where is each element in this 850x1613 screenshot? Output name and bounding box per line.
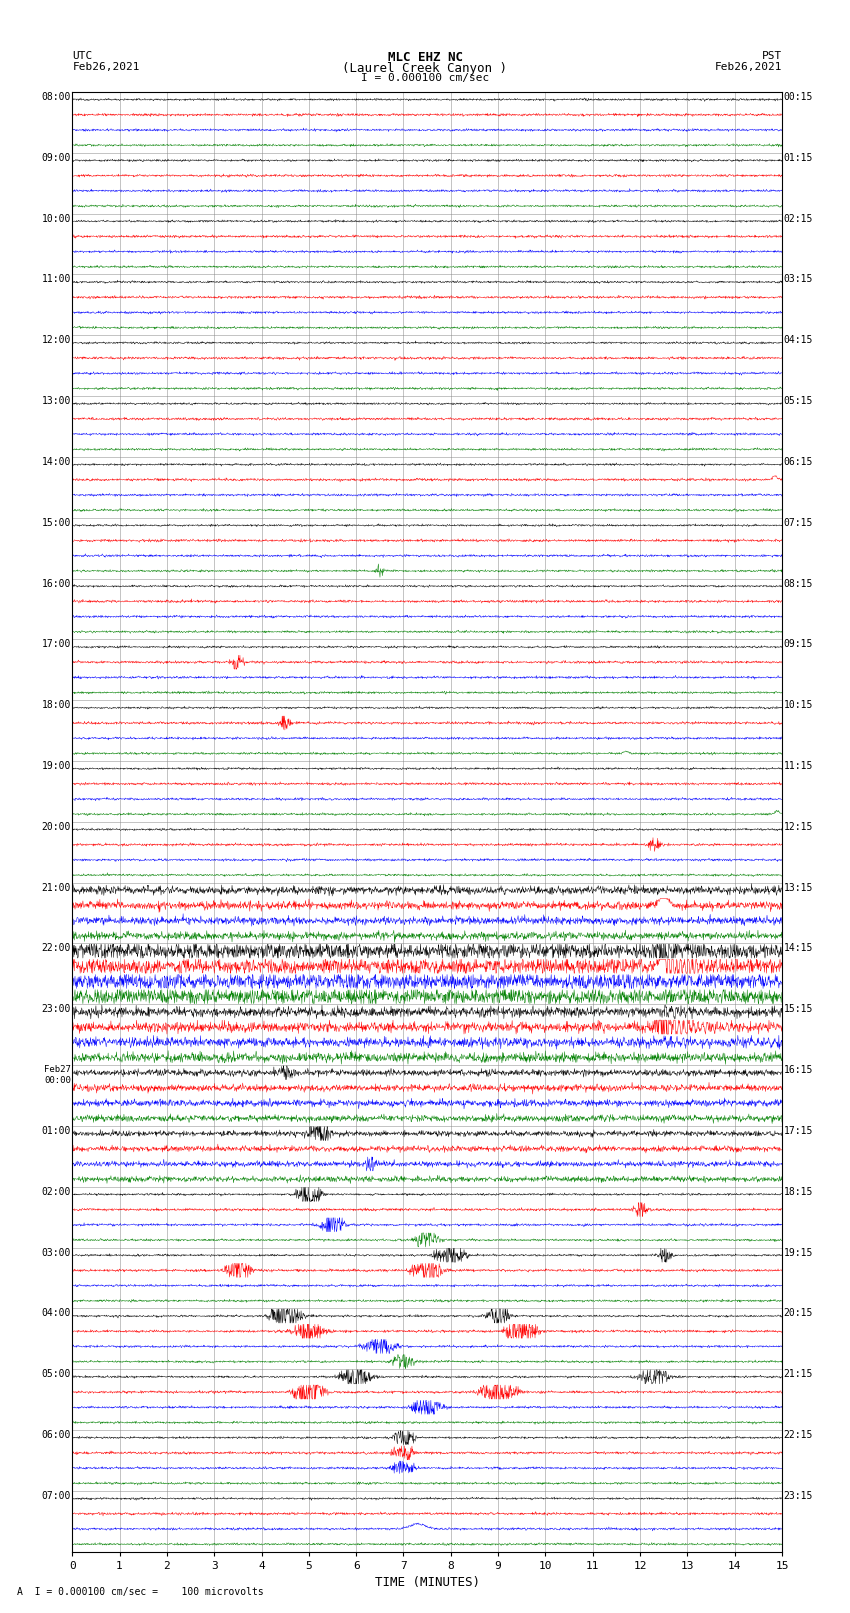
Text: 17:15: 17:15 xyxy=(784,1126,813,1136)
X-axis label: TIME (MINUTES): TIME (MINUTES) xyxy=(375,1576,479,1589)
Text: (Laurel Creek Canyon ): (Laurel Creek Canyon ) xyxy=(343,63,507,76)
Text: 15:00: 15:00 xyxy=(42,518,71,527)
Text: 20:15: 20:15 xyxy=(784,1308,813,1318)
Text: Feb27
00:00: Feb27 00:00 xyxy=(44,1065,71,1084)
Text: 06:15: 06:15 xyxy=(784,456,813,466)
Text: 22:00: 22:00 xyxy=(42,944,71,953)
Text: PST: PST xyxy=(762,50,782,61)
Text: 21:15: 21:15 xyxy=(784,1369,813,1379)
Text: I = 0.000100 cm/sec: I = 0.000100 cm/sec xyxy=(361,73,489,82)
Text: 23:00: 23:00 xyxy=(42,1005,71,1015)
Text: 09:00: 09:00 xyxy=(42,153,71,163)
Text: 05:15: 05:15 xyxy=(784,397,813,406)
Text: 13:15: 13:15 xyxy=(784,882,813,892)
Text: 21:00: 21:00 xyxy=(42,882,71,892)
Text: 16:15: 16:15 xyxy=(784,1065,813,1076)
Text: Feb26,2021: Feb26,2021 xyxy=(72,63,139,73)
Text: 10:15: 10:15 xyxy=(784,700,813,710)
Text: 14:00: 14:00 xyxy=(42,456,71,466)
Text: 04:00: 04:00 xyxy=(42,1308,71,1318)
Text: 20:00: 20:00 xyxy=(42,823,71,832)
Text: Feb26,2021: Feb26,2021 xyxy=(715,63,782,73)
Text: 05:00: 05:00 xyxy=(42,1369,71,1379)
Text: 08:00: 08:00 xyxy=(42,92,71,102)
Text: 01:15: 01:15 xyxy=(784,153,813,163)
Text: 11:15: 11:15 xyxy=(784,761,813,771)
Text: 06:00: 06:00 xyxy=(42,1431,71,1440)
Text: 11:00: 11:00 xyxy=(42,274,71,284)
Text: 18:00: 18:00 xyxy=(42,700,71,710)
Text: 07:00: 07:00 xyxy=(42,1490,71,1500)
Text: 02:00: 02:00 xyxy=(42,1187,71,1197)
Text: MLC EHZ NC: MLC EHZ NC xyxy=(388,50,462,65)
Text: 12:00: 12:00 xyxy=(42,336,71,345)
Text: 18:15: 18:15 xyxy=(784,1187,813,1197)
Text: 22:15: 22:15 xyxy=(784,1431,813,1440)
Text: 16:00: 16:00 xyxy=(42,579,71,589)
Text: 02:15: 02:15 xyxy=(784,213,813,224)
Text: 17:00: 17:00 xyxy=(42,639,71,650)
Text: 07:15: 07:15 xyxy=(784,518,813,527)
Text: 04:15: 04:15 xyxy=(784,336,813,345)
Text: 01:00: 01:00 xyxy=(42,1126,71,1136)
Text: 12:15: 12:15 xyxy=(784,823,813,832)
Text: 14:15: 14:15 xyxy=(784,944,813,953)
Text: 09:15: 09:15 xyxy=(784,639,813,650)
Text: 08:15: 08:15 xyxy=(784,579,813,589)
Text: A  I = 0.000100 cm/sec =    100 microvolts: A I = 0.000100 cm/sec = 100 microvolts xyxy=(17,1587,264,1597)
Text: 15:15: 15:15 xyxy=(784,1005,813,1015)
Text: 13:00: 13:00 xyxy=(42,397,71,406)
Text: 19:00: 19:00 xyxy=(42,761,71,771)
Text: 19:15: 19:15 xyxy=(784,1247,813,1258)
Text: UTC: UTC xyxy=(72,50,93,61)
Text: 03:00: 03:00 xyxy=(42,1247,71,1258)
Text: 03:15: 03:15 xyxy=(784,274,813,284)
Text: 23:15: 23:15 xyxy=(784,1490,813,1500)
Text: 10:00: 10:00 xyxy=(42,213,71,224)
Text: 00:15: 00:15 xyxy=(784,92,813,102)
